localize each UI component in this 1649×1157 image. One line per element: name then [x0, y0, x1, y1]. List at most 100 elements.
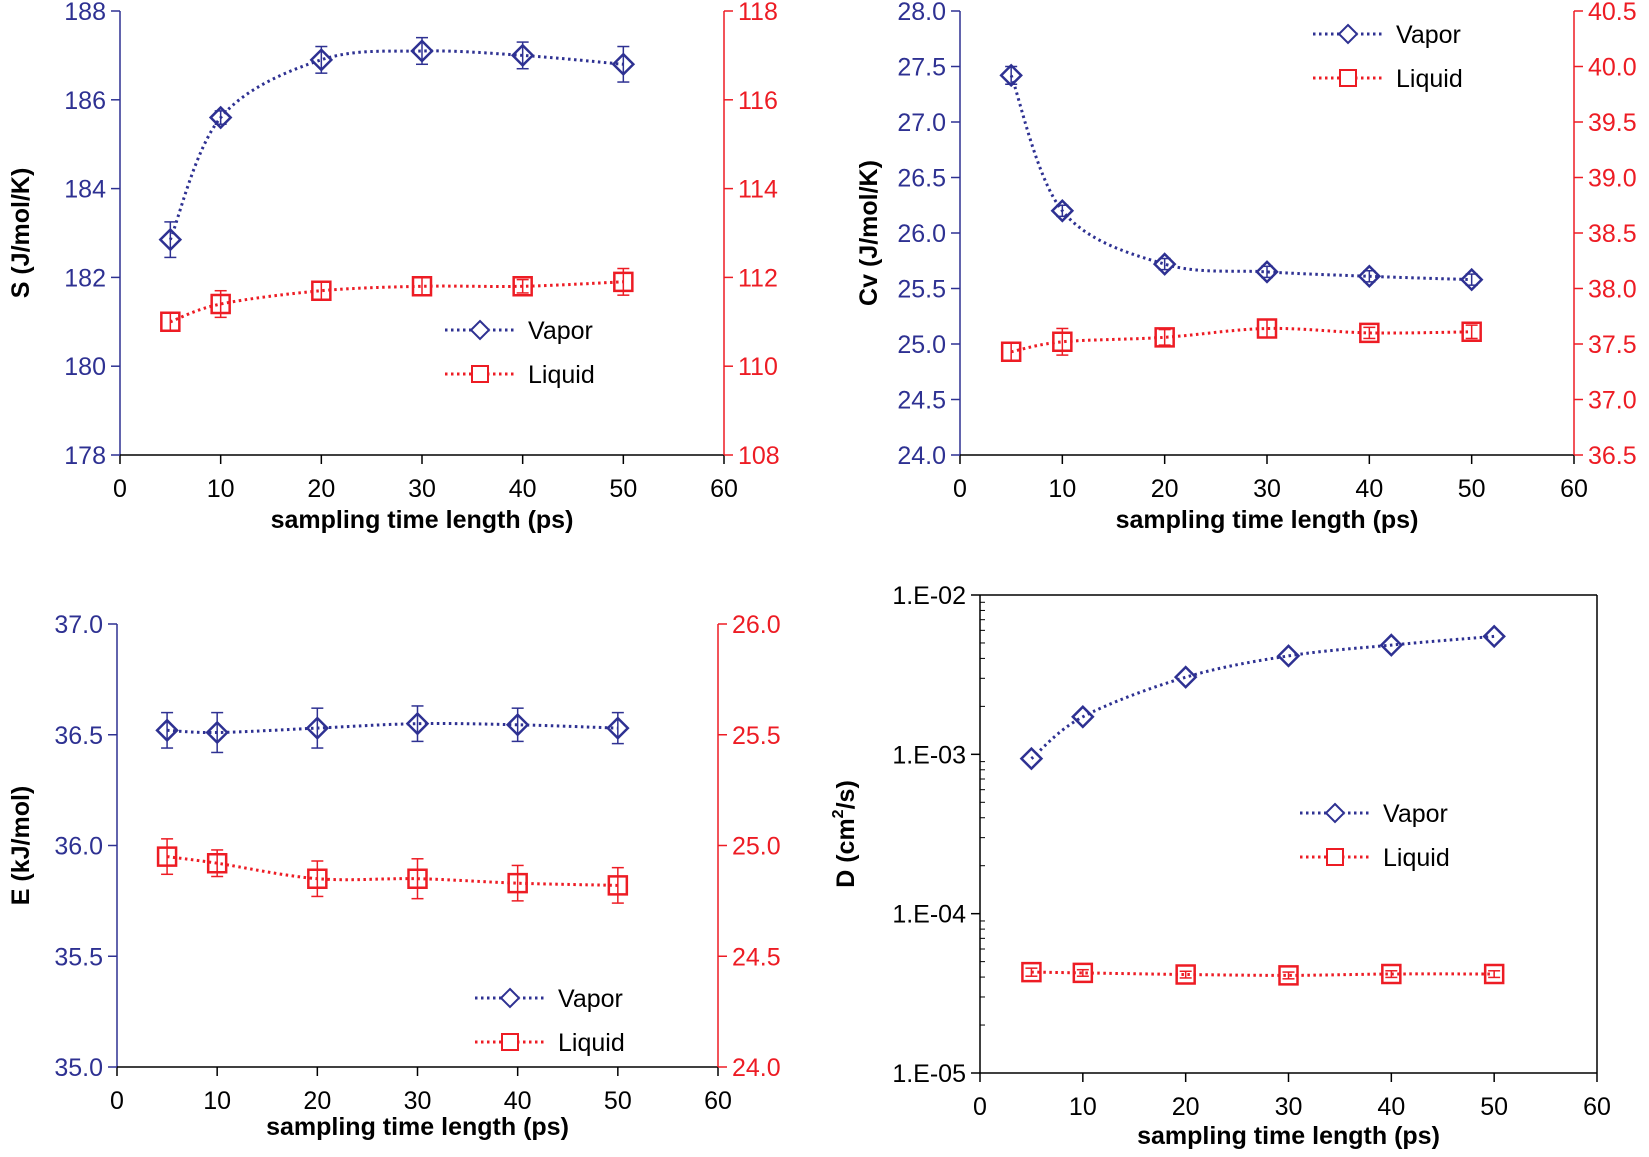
series-liquid [1000, 318, 1482, 363]
y-tick-label-left: 188 [64, 0, 106, 26]
y-tick-label-right: 37.0 [1588, 387, 1637, 415]
series-line-vapor [1030, 634, 1495, 760]
x-tick-label: 10 [1048, 475, 1076, 503]
series-line-liquid [166, 855, 618, 887]
x-tick-label: 60 [1583, 1093, 1611, 1121]
x-tick-label: 30 [1275, 1093, 1303, 1121]
x-tick-label: 20 [303, 1087, 331, 1115]
data-point-liquid [407, 868, 428, 889]
y-tick-label-left: 35.5 [54, 943, 103, 971]
y-tick-label-right: 112 [738, 264, 778, 292]
y-tick-label-left: 36.0 [54, 833, 103, 861]
x-tick-label: 20 [1151, 475, 1179, 503]
y-tick-label-left: 182 [64, 264, 106, 292]
x-tick-label: 0 [113, 475, 127, 503]
x-tick-label: 0 [953, 475, 967, 503]
x-tick-label: 10 [1069, 1093, 1097, 1121]
data-point-liquid [1359, 322, 1380, 344]
legend: Vapor Liquid [445, 317, 595, 389]
y-axis-title-end: /s) [832, 780, 860, 809]
data-point-liquid [206, 852, 228, 874]
series-liquid [160, 267, 634, 333]
data-point-liquid [1154, 327, 1175, 348]
data-point-vapor [1173, 665, 1198, 689]
y-tick-label-left: 37.0 [54, 611, 103, 639]
y-tick-label-right: 114 [738, 176, 778, 204]
legend-marker [501, 1033, 519, 1051]
y-tick-label-right: 25.5 [732, 722, 781, 750]
data-point-vapor [1379, 633, 1404, 657]
data-point-vapor [1050, 199, 1075, 223]
y-tick-label-right: 37.5 [1588, 331, 1637, 359]
y-tick-label-right: 116 [738, 87, 778, 115]
data-point-vapor [405, 711, 430, 736]
y-tick-label-right: 25.0 [732, 833, 781, 861]
data-point-vapor [208, 105, 233, 130]
data-point-vapor [1357, 264, 1382, 289]
legend-label-vapor: Vapor [1383, 800, 1448, 828]
y-axis-title: S (J/mol/K) [7, 168, 35, 299]
series-line-liquid [169, 280, 624, 324]
y-tick-label-right: 24.0 [732, 1054, 781, 1082]
y-tick-label-right: 40.0 [1588, 54, 1637, 82]
series-line-liquid [1010, 326, 1472, 354]
x-axis-title: sampling time length (ps) [1116, 506, 1419, 534]
legend-label-vapor: Vapor [1396, 21, 1461, 49]
data-point-vapor [410, 39, 434, 63]
data-point-liquid [1381, 963, 1402, 985]
legend: Vapor Liquid [1313, 21, 1463, 93]
x-tick-label: 30 [1253, 475, 1281, 503]
legend-label-liquid: Liquid [528, 361, 595, 389]
legend-label-vapor: Vapor [528, 317, 593, 345]
x-tick-label: 20 [1172, 1093, 1200, 1121]
y-tick-label-left: 178 [64, 442, 106, 470]
y-axis-title-main: Cv (J/mol/K) [855, 160, 883, 306]
legend-label-liquid: Liquid [1383, 844, 1450, 872]
legend-marker [1326, 848, 1344, 866]
y-tick-label-left: 1.E-05 [892, 1060, 966, 1088]
y-tick-label-left: 180 [64, 353, 106, 381]
data-point-liquid [156, 846, 178, 867]
y-axis-title-main: S (J/mol/K) [7, 168, 35, 299]
data-point-vapor [155, 718, 179, 743]
x-tick-label: 50 [1458, 475, 1486, 503]
x-tick-label: 60 [704, 1087, 732, 1115]
y-tick-label-right: 108 [738, 442, 780, 470]
x-tick-label: 0 [973, 1093, 987, 1121]
data-point-liquid [613, 271, 634, 293]
y-tick-label-left: 26.5 [897, 165, 946, 193]
y-tick-label-left: 28.0 [897, 0, 946, 26]
series-vapor [155, 705, 630, 754]
series-vapor [158, 36, 636, 259]
y-axis-title: D (cm2/s) [830, 780, 860, 888]
y-tick-label-right: 40.5 [1588, 0, 1637, 26]
y-tick-label-left: 25.0 [897, 331, 946, 359]
series-line-liquid [1031, 970, 1495, 977]
y-tick-label-left: 184 [64, 176, 106, 204]
chart-panel-2: 0 10 20 30 40 50 60 24.0 24.5 25.0 25.5 26.0 26.5 27.… [855, 0, 1637, 534]
data-point-vapor [510, 43, 535, 68]
y-axis-title-main: D (cm [832, 818, 860, 887]
x-tick-label: 50 [604, 1087, 632, 1115]
data-point-liquid [1256, 318, 1278, 339]
y-tick-label-left: 1.E-02 [892, 582, 966, 610]
y-tick-label-left: 1.E-04 [892, 901, 966, 929]
legend: Vapor Liquid [1300, 800, 1450, 872]
y-tick-label-right: 36.5 [1588, 442, 1637, 470]
legend-marker [1324, 802, 1346, 824]
legend-label-liquid: Liquid [1396, 65, 1463, 93]
legend-marker [471, 365, 489, 383]
x-tick-label: 50 [1480, 1093, 1508, 1121]
data-point-liquid [1021, 961, 1042, 983]
data-point-liquid [311, 280, 332, 301]
data-point-liquid [1000, 341, 1022, 363]
series-line-vapor [167, 722, 618, 735]
chart-panel-4: 0 10 20 30 40 50 60 1.E-05 1.E-04 1.E-03 1.E-02 sam… [830, 582, 1611, 1150]
y-tick-label-right: 38.0 [1588, 276, 1637, 304]
x-tick-label: 0 [110, 1087, 124, 1115]
data-point-liquid [1072, 962, 1094, 984]
x-tick-label: 10 [203, 1087, 231, 1115]
data-point-vapor [158, 227, 183, 252]
data-point-vapor [999, 63, 1023, 88]
data-point-liquid [411, 276, 433, 297]
